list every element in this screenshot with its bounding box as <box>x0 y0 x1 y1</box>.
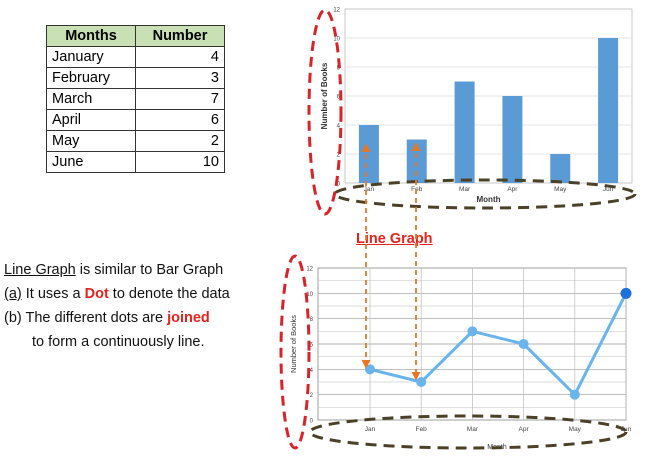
table-row: May 2 <box>46 130 225 152</box>
bar-x-tick-label: Mar <box>459 186 471 193</box>
table-row: June 10 <box>46 151 225 173</box>
line-y-tick-label: 6 <box>310 343 314 349</box>
keyword-dot: Dot <box>84 286 109 302</box>
explanation-text: Line Graph is similar to Bar Graph (a) I… <box>4 258 230 354</box>
line-x-tick-label: Apr <box>519 426 530 433</box>
data-point <box>620 287 632 299</box>
line-x-tick-label: Jan <box>365 426 376 433</box>
bar-y-tick-label: 10 <box>333 37 340 43</box>
cell-number: 7 <box>135 88 225 110</box>
line-y-tick-label: 2 <box>310 393 314 399</box>
bar-x-tick-label: Jun <box>603 186 614 193</box>
data-point <box>569 389 580 400</box>
cell-month: May <box>46 130 136 152</box>
line-x-axis-highlight-oval <box>308 414 628 450</box>
bar-x-tick-label: Feb <box>411 186 423 193</box>
bar-y-tick-label: 0 <box>337 182 341 188</box>
data-table: Months Number January 4 February 3 March 7 … <box>46 25 225 173</box>
bar-y-tick-label: 2 <box>337 153 341 159</box>
data-point <box>467 326 478 337</box>
table-header-row: Months Number <box>46 25 225 47</box>
explanation-line-1-rest: is similar to Bar Graph <box>75 262 224 278</box>
annotations <box>279 8 637 450</box>
line-y-tick-label: 12 <box>306 267 313 273</box>
cell-month: June <box>46 151 136 173</box>
bar <box>502 96 523 183</box>
bar <box>454 81 475 183</box>
bar-y-tick-label: 4 <box>337 124 341 130</box>
bar-y-axis-highlight-oval <box>307 8 343 216</box>
cell-number: 10 <box>135 151 225 173</box>
bar-y-axis-label: Number of Books <box>320 62 329 129</box>
table-row: March 7 <box>46 88 225 110</box>
explanation-line-3: (b) The different dots are joined <box>4 306 230 330</box>
explanation-line-2-pre: It uses a <box>21 286 85 302</box>
explanation-line-4: to form a continuously line. <box>32 334 205 350</box>
cell-month: April <box>46 109 136 131</box>
line-y-tick-label: 8 <box>310 317 314 323</box>
line-y-axis-label: Number of Books <box>289 315 298 373</box>
bar-x-axis-highlight-oval <box>333 178 637 210</box>
explanation-line-3-pre: (b) The different dots are <box>4 310 168 326</box>
bar-y-tick-label: 12 <box>333 8 340 14</box>
table-row: April 6 <box>46 109 225 131</box>
header-months: Months <box>46 25 136 47</box>
item-a-label: (a) <box>4 286 22 302</box>
term-line-graph: Line Graph <box>4 262 76 278</box>
explanation-line-2-post: to denote the data <box>108 286 230 302</box>
bar <box>358 125 379 183</box>
bar-x-tick-label: May <box>554 186 567 193</box>
line-x-tick-label: Mar <box>467 426 479 433</box>
bar-x-tick-label: Apr <box>507 186 518 193</box>
line-x-tick-label: Feb <box>416 426 428 433</box>
bar <box>598 38 619 183</box>
header-number: Number <box>135 25 225 47</box>
bar-y-tick-label: 6 <box>337 95 341 101</box>
data-point <box>518 339 529 349</box>
line-y-tick-label: 10 <box>306 292 313 298</box>
line-x-tick-label: May <box>569 426 582 433</box>
explanation-line-2: (a) It uses a Dot to denote the data <box>4 282 230 306</box>
explanation-line-1: Line Graph is similar to Bar Graph <box>4 258 230 282</box>
line-y-axis-highlight-oval <box>279 254 311 450</box>
bar <box>550 154 571 183</box>
line-y-tick-label: 4 <box>310 368 314 374</box>
keyword-joined: joined <box>167 310 210 326</box>
line-y-tick-label: 0 <box>310 419 314 425</box>
data-point <box>416 377 427 387</box>
bar-x-axis-label: Month <box>477 195 501 204</box>
